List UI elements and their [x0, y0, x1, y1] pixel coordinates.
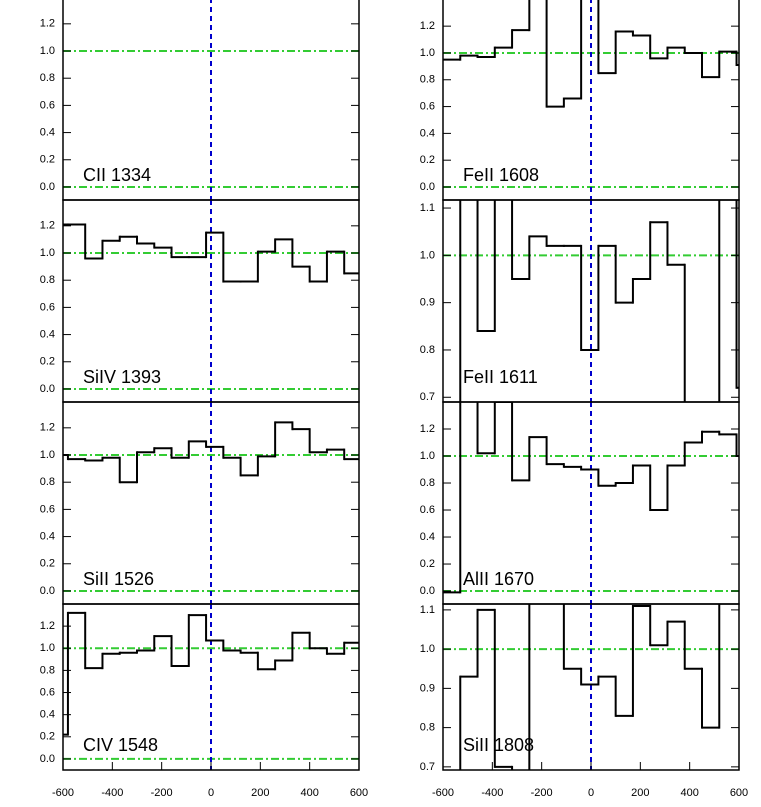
panel	[443, 604, 739, 770]
x-tick-label: 0	[588, 787, 594, 799]
y-tick-label: 0.9	[420, 682, 435, 694]
y-tick-label: 1.0	[40, 247, 55, 259]
x-tick-label: 600	[350, 787, 368, 799]
y-tick-label: 0.8	[420, 477, 435, 489]
y-tick-label: 0.0	[420, 181, 435, 193]
y-tick-label: 0.6	[420, 100, 435, 112]
y-tick-label: 1.1	[420, 604, 435, 616]
y-tick-label: 0.0	[40, 753, 55, 765]
y-tick-label: 0.7	[420, 761, 435, 773]
y-tick-label: 0.8	[420, 74, 435, 86]
y-tick-label: 1.2	[40, 422, 55, 434]
y-tick-label: 0.6	[40, 503, 55, 515]
x-tick-label: -600	[52, 787, 74, 799]
panel-label: CII 1334	[83, 165, 151, 185]
y-tick-label: 0.4	[40, 126, 55, 138]
y-tick-label: 1.2	[40, 18, 55, 30]
y-tick-label: 0.8	[40, 664, 55, 676]
y-tick-label: 0.2	[40, 558, 55, 570]
panel	[63, 402, 359, 604]
y-tick-label: 1.0	[420, 643, 435, 655]
y-tick-label: 1.0	[420, 450, 435, 462]
x-tick-label: -200	[151, 787, 173, 799]
y-tick-label: 0.4	[40, 530, 55, 542]
x-tick-label: 400	[680, 787, 698, 799]
y-tick-label: 1.2	[40, 620, 55, 632]
x-tick-label: -400	[101, 787, 123, 799]
y-tick-label: 0.0	[420, 585, 435, 597]
panel-label: SiII 1808	[463, 735, 534, 755]
panel-label: FeII 1608	[463, 165, 539, 185]
x-tick-label: -200	[531, 787, 553, 799]
panel	[63, 200, 359, 402]
y-tick-label: 0.4	[40, 709, 55, 721]
y-tick-label: 0.0	[40, 181, 55, 193]
y-tick-label: 1.0	[40, 449, 55, 461]
y-tick-label: 0.4	[420, 531, 435, 543]
y-tick-label: 0.6	[40, 301, 55, 313]
panel-label: SiIV 1393	[83, 367, 161, 387]
y-tick-label: 0.4	[420, 127, 435, 139]
x-tick-label: 200	[251, 787, 269, 799]
y-tick-label: 0.9	[420, 297, 435, 309]
y-tick-label: 1.0	[420, 249, 435, 261]
y-tick-label: 0.2	[420, 558, 435, 570]
y-tick-label: 1.0	[40, 45, 55, 57]
y-tick-label: 0.6	[40, 99, 55, 111]
y-tick-label: 0.8	[40, 476, 55, 488]
panel-label: SiII 1526	[83, 569, 154, 589]
y-tick-label: 1.2	[40, 220, 55, 232]
y-tick-label: 0.8	[40, 274, 55, 286]
y-tick-label: 1.1	[420, 202, 435, 214]
y-tick-label: 0.4	[40, 328, 55, 340]
x-tick-label: 200	[631, 787, 649, 799]
y-tick-label: 1.0	[40, 642, 55, 654]
y-tick-label: 0.8	[40, 72, 55, 84]
y-tick-label: 0.8	[420, 344, 435, 356]
y-tick-label: 1.0	[420, 47, 435, 59]
panel-label: CIV 1548	[83, 735, 158, 755]
y-tick-label: 0.2	[40, 356, 55, 368]
y-tick-label: 0.0	[40, 383, 55, 395]
panel	[63, 0, 359, 200]
y-tick-label: 0.6	[420, 504, 435, 516]
y-tick-label: 0.7	[420, 391, 435, 403]
x-tick-label: -600	[432, 787, 454, 799]
y-tick-label: 0.2	[420, 154, 435, 166]
y-tick-label: 1.2	[420, 20, 435, 32]
y-tick-label: 0.2	[40, 731, 55, 743]
x-tick-label: 0	[208, 787, 214, 799]
y-tick-label: 0.6	[40, 686, 55, 698]
x-tick-label: 600	[730, 787, 748, 799]
x-tick-label: 400	[300, 787, 318, 799]
panel	[63, 604, 359, 770]
panel-label: AlII 1670	[463, 569, 534, 589]
y-tick-label: 1.2	[420, 423, 435, 435]
y-tick-label: 0.0	[40, 585, 55, 597]
panel-label: FeII 1611	[463, 367, 538, 387]
panel	[443, 402, 739, 604]
y-tick-label: 0.2	[40, 154, 55, 166]
x-tick-label: -400	[481, 787, 503, 799]
panel	[443, 0, 739, 200]
y-tick-label: 0.8	[420, 722, 435, 734]
